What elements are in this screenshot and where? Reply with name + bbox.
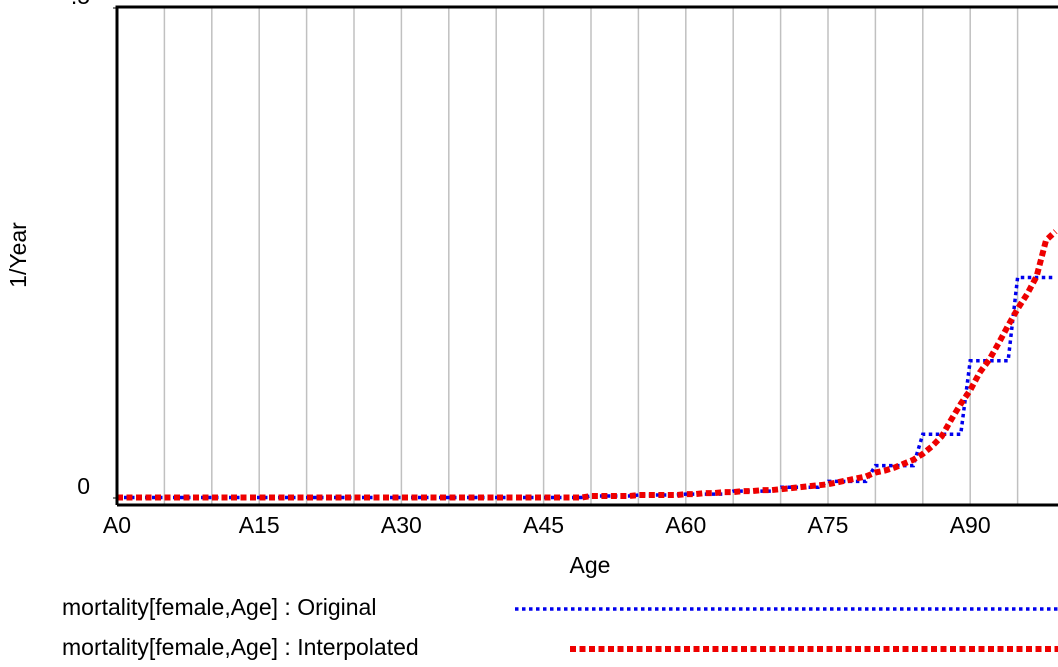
y-tick-label: 0 <box>77 473 90 499</box>
plot-frame <box>115 5 1058 507</box>
x-tick-label: A15 <box>239 512 280 538</box>
x-tick-label: A75 <box>808 512 849 538</box>
x-tick-label: A30 <box>381 512 422 538</box>
grid <box>163 8 1019 505</box>
series-line <box>117 275 1056 500</box>
legend-label: mortality[female,Age] : Interpolated <box>62 634 419 660</box>
y-tick-label: .5 <box>71 0 90 9</box>
x-tick-label: A60 <box>665 512 706 538</box>
legend: mortality[female,Age] : Original mortalit… <box>62 594 1058 660</box>
legend-label: mortality[female,Age] : Original <box>62 594 376 620</box>
plot-lines <box>117 229 1058 501</box>
series-line <box>117 229 1058 501</box>
x-tick-label: A45 <box>523 512 564 538</box>
x-tick-label: A0 <box>103 512 131 538</box>
x-tick-label: A90 <box>950 512 991 538</box>
y-axis-label: 1/Year <box>5 222 31 288</box>
x-axis-label: Age <box>570 552 611 578</box>
